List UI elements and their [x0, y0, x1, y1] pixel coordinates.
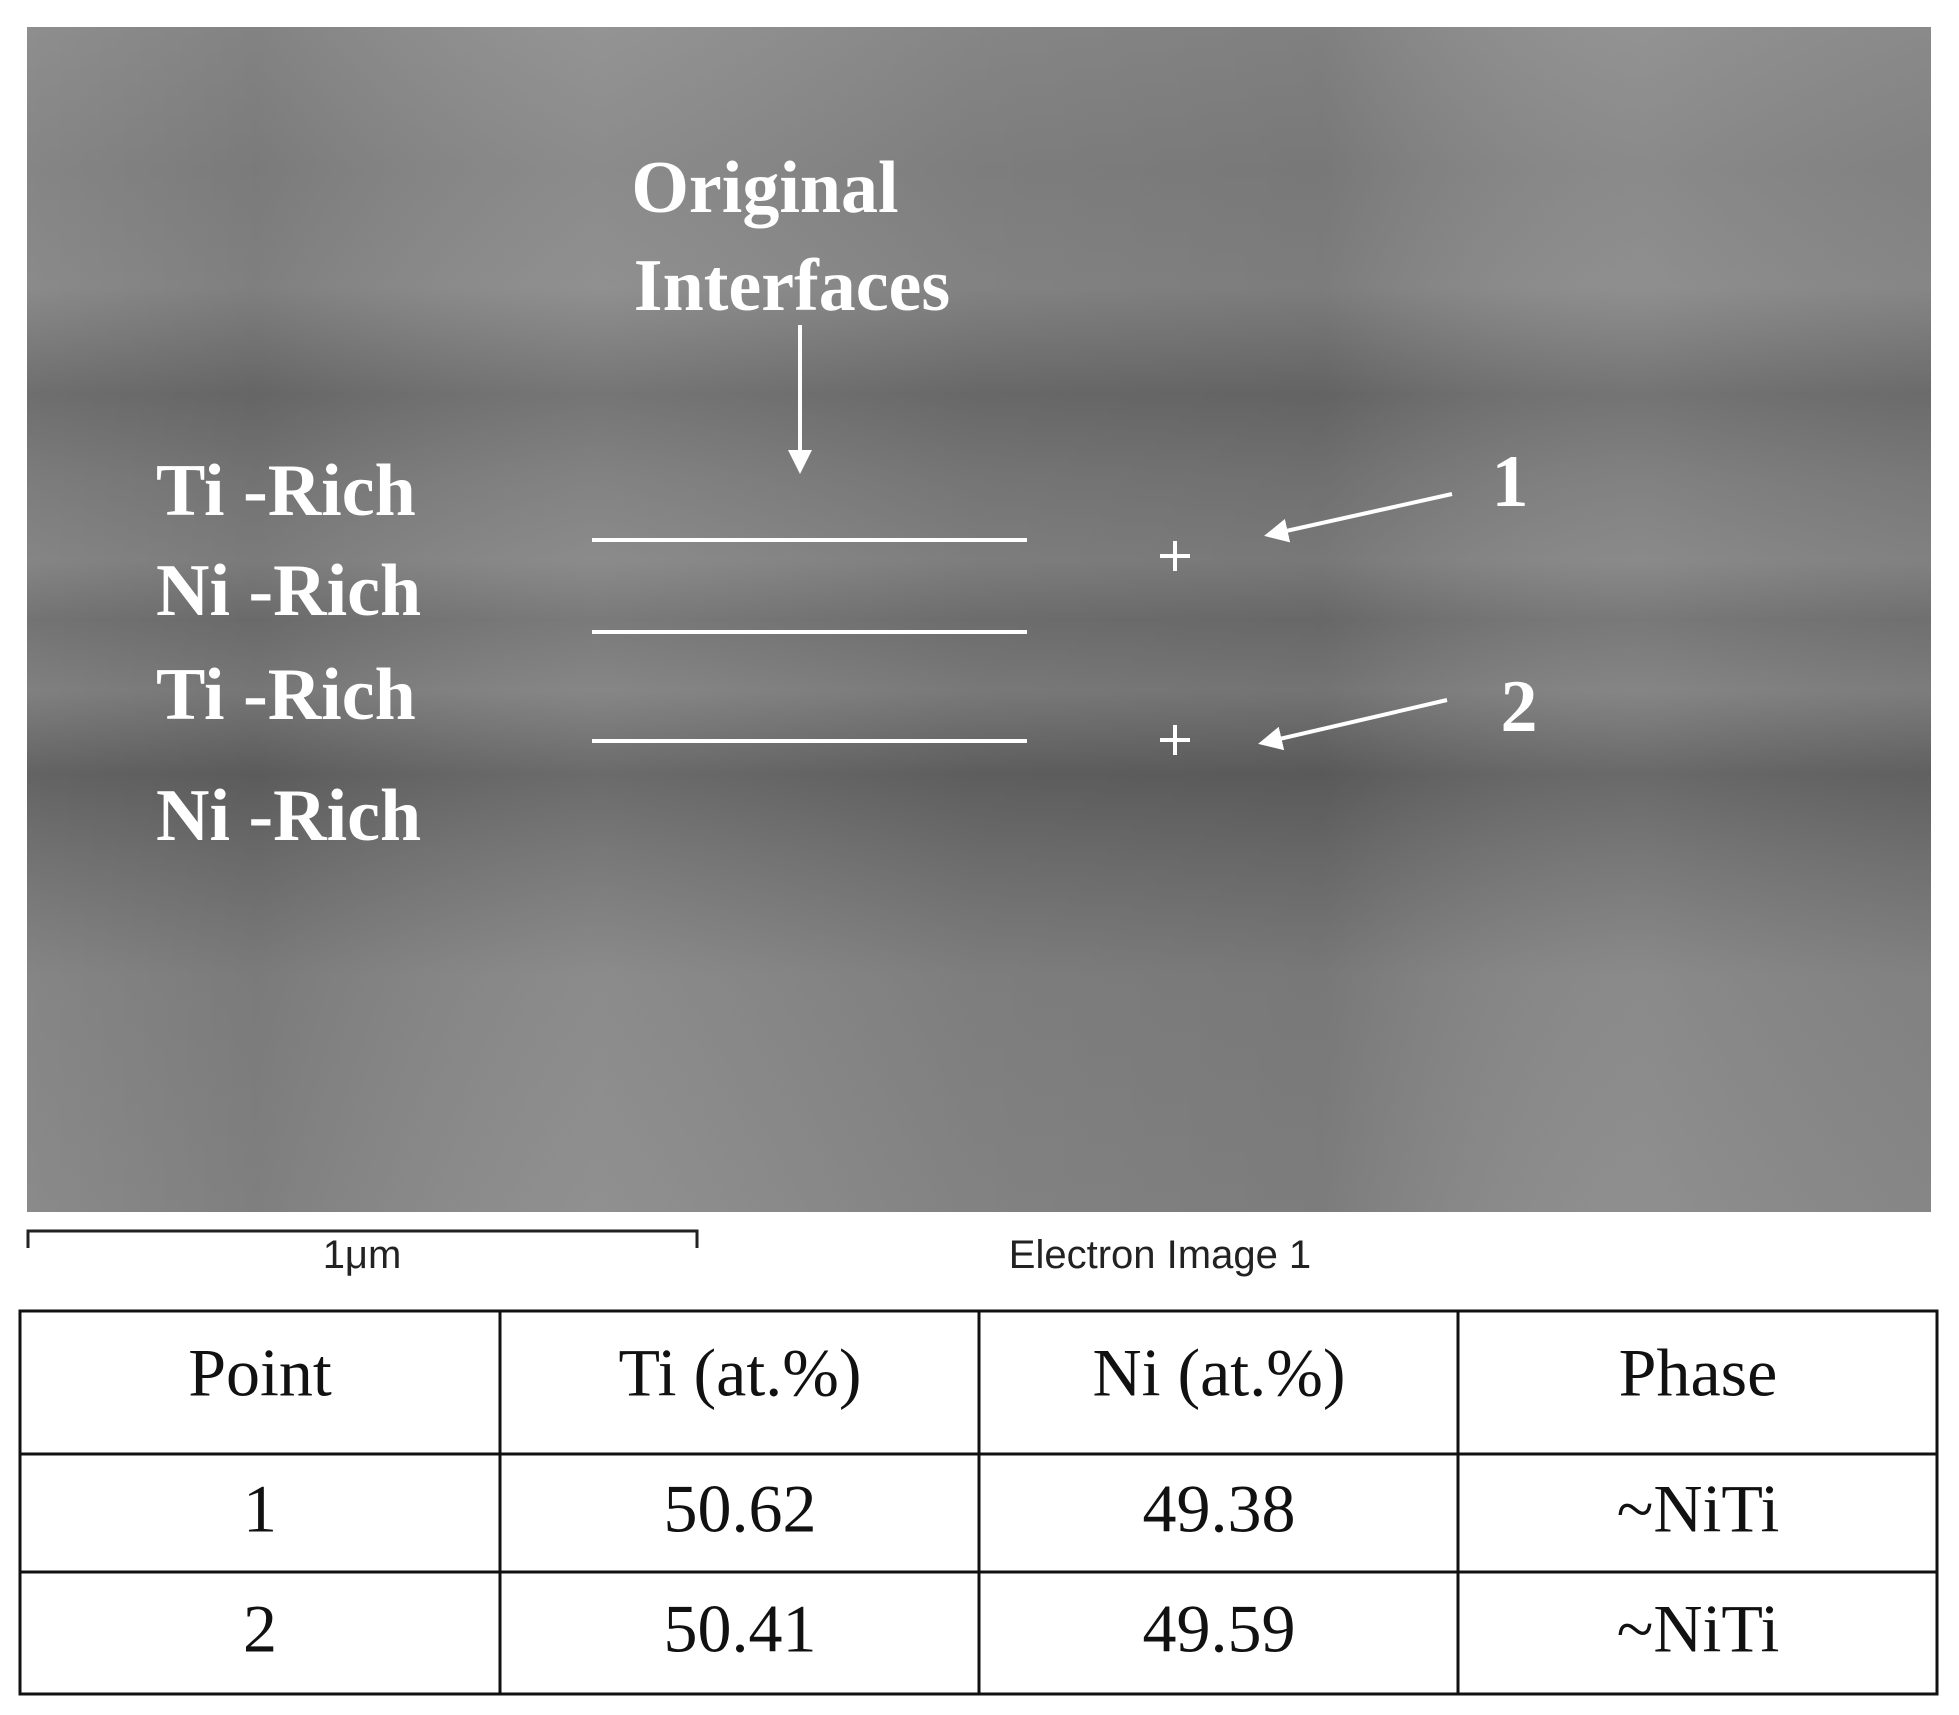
- table-cell: 49.59: [1143, 1591, 1296, 1667]
- point-label: 2: [1501, 666, 1538, 748]
- table-header: Ti (at.%): [618, 1335, 861, 1411]
- point-marker: [1160, 725, 1190, 755]
- annotation-title: Original: [631, 147, 898, 229]
- table-header: Ni (at.%): [1092, 1335, 1345, 1411]
- table-cell: 50.41: [664, 1591, 817, 1667]
- point-marker: [1160, 541, 1190, 571]
- table-cell: 49.38: [1143, 1471, 1296, 1547]
- table-cell: ~NiTi: [1617, 1471, 1780, 1547]
- micrograph-shade: [27, 27, 1931, 1212]
- annotation-title: Interfaces: [634, 245, 950, 327]
- table-cell: 2: [243, 1591, 277, 1667]
- table-cell: 50.62: [664, 1471, 817, 1547]
- layer-label: Ti -Rich: [156, 654, 416, 736]
- layer-label: Ni -Rich: [156, 550, 421, 632]
- arrow: [1258, 698, 1448, 751]
- table-cell: ~NiTi: [1617, 1591, 1780, 1667]
- table-header: Phase: [1619, 1335, 1778, 1411]
- table-cell: 1: [243, 1471, 277, 1547]
- point-label: 1: [1492, 441, 1529, 523]
- table: Point Ti (at.%) Ni (at.%) Phase 1 50.62 49.38 ~…: [18, 1309, 1939, 1696]
- scale-bar: [26, 1229, 699, 1248]
- layer-label: Ti -Rich: [156, 450, 416, 532]
- scale-label: 1μm: [323, 1233, 402, 1277]
- layer-label: Ni -Rich: [156, 775, 421, 857]
- table-header: Point: [188, 1335, 332, 1411]
- arrow: [1264, 492, 1453, 543]
- image-caption: Electron Image 1: [1009, 1233, 1311, 1277]
